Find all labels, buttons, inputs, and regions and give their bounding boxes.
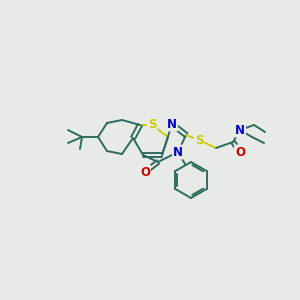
Text: N: N <box>173 146 183 158</box>
Text: N: N <box>167 118 177 130</box>
Text: S: S <box>148 118 156 131</box>
Text: O: O <box>235 146 245 158</box>
Text: O: O <box>140 166 150 178</box>
Text: N: N <box>235 124 245 136</box>
Text: S: S <box>195 134 203 146</box>
